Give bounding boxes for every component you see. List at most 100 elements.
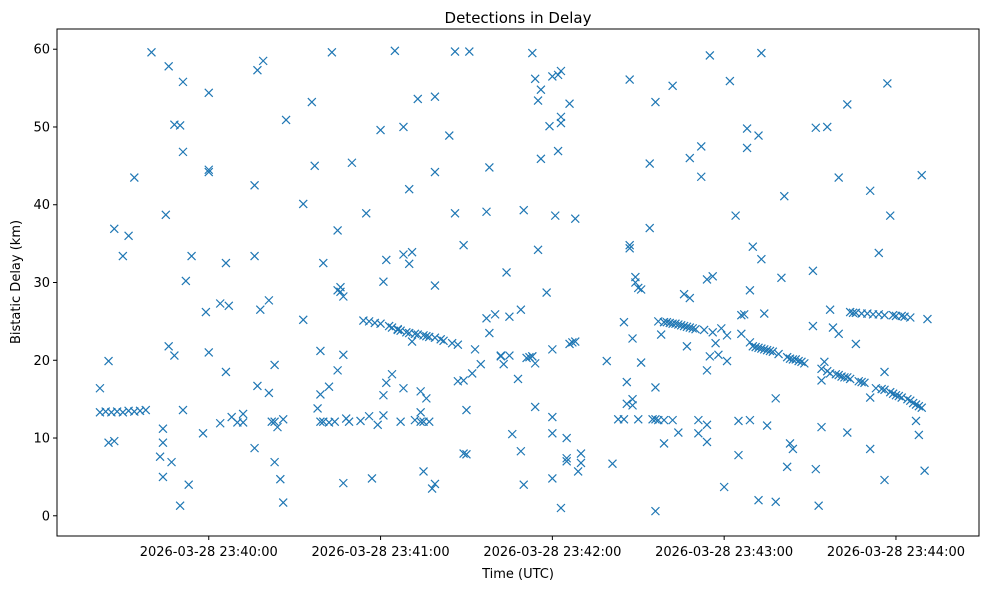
detection-point (484, 162, 494, 172)
detection-point (430, 479, 440, 489)
detection-point (702, 420, 712, 430)
detection-point (908, 398, 918, 408)
detection-point (857, 377, 867, 387)
detection-point (817, 364, 826, 374)
detection-point (158, 438, 168, 448)
detection-point (705, 51, 715, 60)
detection-point (281, 115, 291, 125)
detection-point (834, 329, 844, 339)
detection-point (439, 336, 448, 346)
detection-point (407, 247, 417, 257)
x-tick-label: 2026-03-28 23:43:00 (655, 545, 793, 560)
detection-point (462, 449, 471, 459)
detection-point (502, 267, 511, 277)
detection-point (696, 172, 706, 182)
detection-point (490, 309, 500, 319)
detection-point (808, 321, 818, 331)
detection-point (238, 409, 248, 419)
detection-point (298, 315, 308, 325)
detection-point (401, 327, 411, 337)
detection-point (527, 48, 537, 58)
detection-point (811, 464, 821, 474)
detection-point (421, 393, 431, 403)
detection-point (917, 403, 927, 413)
detection-point (719, 482, 729, 492)
detection-point (482, 207, 491, 217)
detection-point (736, 329, 746, 339)
detection-point (338, 478, 348, 488)
detection-point (201, 307, 211, 317)
detection-point (788, 355, 798, 364)
detection-point (685, 153, 695, 163)
detection-point (619, 317, 629, 327)
detection-point (688, 323, 698, 333)
detection-point (253, 381, 262, 391)
detection-point (817, 376, 826, 385)
detection-point (513, 374, 523, 384)
detection-point (656, 330, 666, 340)
detection-point (754, 131, 763, 140)
detection-point (731, 211, 741, 221)
detection-point (628, 394, 637, 404)
detection-point (808, 266, 818, 276)
detection-point (250, 180, 259, 190)
detection-point (711, 338, 720, 348)
detection-point (888, 389, 898, 399)
detection-point (668, 81, 678, 91)
detection-point (450, 208, 460, 218)
detection-point (221, 367, 231, 377)
detection-point (104, 438, 113, 448)
detection-point (109, 436, 119, 446)
detection-point (839, 372, 849, 382)
detection-point (547, 72, 557, 81)
detection-point (416, 386, 426, 396)
detection-point (356, 416, 365, 426)
detection-point (702, 437, 712, 447)
detection-point (504, 312, 514, 322)
detection-point (273, 422, 282, 432)
detection-point (516, 446, 526, 456)
detection-point (556, 112, 566, 122)
detection-point (224, 301, 234, 311)
detection-point (708, 327, 718, 337)
detection-point (270, 457, 280, 467)
detection-point (367, 474, 377, 483)
detection-point (630, 272, 640, 282)
detection-point (376, 125, 385, 135)
y-tick-label: 10 (33, 432, 50, 447)
detection-point (562, 453, 572, 463)
detection-point (633, 283, 643, 293)
y-tick-label: 60 (33, 43, 50, 58)
detection-point (361, 208, 371, 218)
detection-point (794, 356, 804, 366)
detection-point (496, 351, 506, 361)
detection-point (250, 443, 259, 453)
detection-point (679, 321, 689, 331)
detection-point (330, 417, 340, 427)
detection-point (298, 199, 308, 209)
detection-point (774, 349, 783, 359)
detection-point (530, 74, 540, 84)
detection-point (413, 94, 423, 104)
detection-point (419, 467, 428, 476)
detection-point (545, 121, 554, 131)
detection-point (848, 308, 858, 318)
detection-point (920, 466, 930, 476)
detection-point (533, 96, 543, 105)
detection-point (556, 66, 566, 76)
detection-point (316, 390, 325, 399)
detection-point (338, 292, 348, 301)
detection-point (436, 334, 446, 344)
detection-point (164, 61, 174, 71)
detection-point (682, 322, 692, 332)
detection-point (390, 46, 400, 56)
detection-point (264, 295, 274, 305)
detection-point (519, 480, 529, 490)
detection-point (270, 417, 280, 427)
detection-point (470, 344, 480, 354)
detection-point (685, 323, 695, 333)
detection-point (651, 97, 660, 107)
detection-point (765, 346, 775, 356)
detection-point (364, 316, 374, 326)
detection-point (556, 118, 566, 128)
